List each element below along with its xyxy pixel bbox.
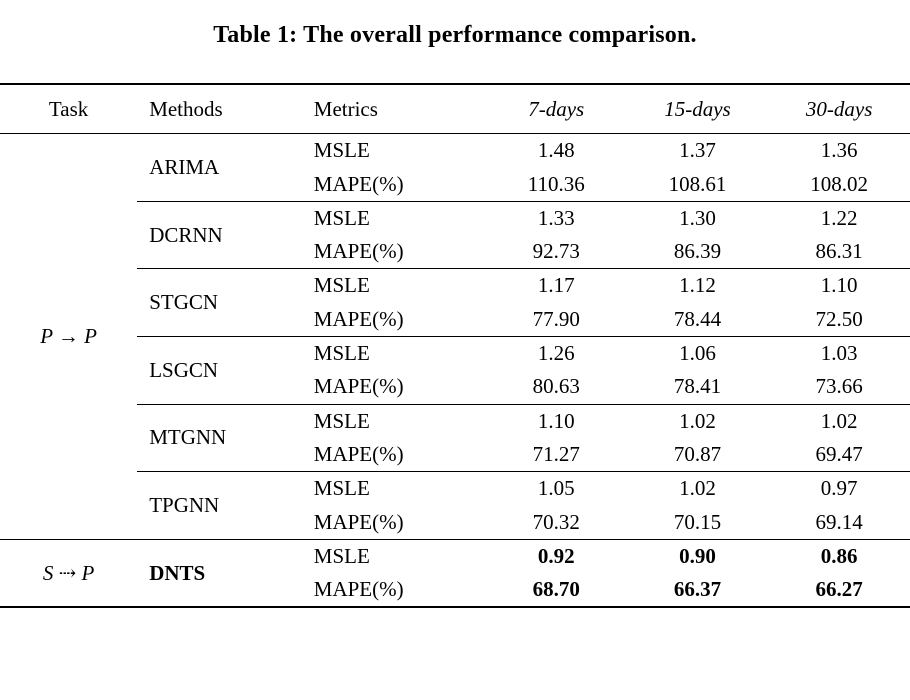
cell-value: 86.31	[815, 239, 863, 264]
table-row: P → P ARIMA MSLE 1.48 1.37 1.36	[0, 134, 910, 348]
header-7days: 7-days	[485, 84, 627, 135]
cell-value: 70.87	[673, 441, 722, 466]
cell-metric-label: MSLE	[301, 538, 486, 574]
cell-value: 70.32	[532, 509, 580, 534]
cell-value: 1.02	[626, 403, 769, 438]
table-body: P → P ARIMA MSLE 1.48 1.37 1.36 MAPE(%) …	[0, 134, 910, 608]
table-row: LSGCN MSLE 1.26 1.06 1.03	[0, 336, 910, 405]
table-header: Task Methods Metrics 7-days 15-days 30-d…	[0, 84, 910, 135]
cell-metric-label: MAPE(%)	[313, 374, 404, 399]
table-row: TPGNN MSLE 1.05 1.02 0.97	[0, 471, 910, 540]
table-row: STGCN MSLE 1.17 1.12 1.10	[0, 268, 910, 337]
cell-value: 108.61	[668, 171, 727, 196]
cell-value: 1.30	[626, 200, 769, 236]
cell-method-lsgcn: LSGCN	[137, 336, 302, 405]
cell-value: 0.97	[768, 471, 910, 506]
cell-value: 71.27	[532, 441, 580, 466]
cell-value: 92.73	[532, 239, 580, 264]
cell-value: 1.06	[626, 336, 769, 371]
cell-value: 80.63	[532, 374, 580, 399]
table-row: MAPE(%) 68.70 66.37 66.27	[0, 573, 910, 607]
cell-method-tpgnn: TPGNN	[137, 471, 302, 540]
cell-value: 0.86	[768, 538, 910, 574]
header-row: Task Methods Metrics 7-days 15-days 30-d…	[0, 84, 910, 135]
cell-value: 1.33	[485, 200, 627, 236]
table-row: MAPE(%) 80.63 78.41 73.66	[0, 370, 910, 404]
cell-metric-label: MAPE(%)	[313, 577, 404, 602]
cell-method-dcrnn: DCRNN	[137, 200, 302, 269]
table-row: MAPE(%) 70.32 70.15 69.14	[0, 506, 910, 540]
cell-value: 1.10	[768, 268, 910, 303]
cell-task-sp: S ⇢ P	[0, 538, 138, 608]
table-caption: Table 1: The overall performance compari…	[213, 22, 697, 48]
table-row: MAPE(%) 71.27 70.87 69.47	[0, 438, 910, 472]
cell-method-dnts: DNTS	[137, 538, 302, 608]
cell-value: 72.50	[815, 306, 863, 331]
cell-value: 69.14	[815, 509, 863, 534]
table-row: MTGNN MSLE 1.10 1.02 1.02	[0, 403, 910, 472]
table-row: S ⇢ P DNTS MSLE 0.92 0.90 0.86	[0, 538, 910, 608]
performance-table: Task Methods Metrics 7-days 15-days 30-d…	[0, 83, 910, 609]
cell-metric-label: MAPE(%)	[313, 171, 404, 196]
header-task: Task	[0, 84, 138, 135]
paper-page: Table 1: The overall performance compari…	[0, 22, 910, 609]
cell-metric-label: MAPE(%)	[313, 441, 404, 466]
cell-task-pp: P → P	[40, 323, 97, 348]
cell-value: 1.02	[768, 403, 910, 438]
table-row: MAPE(%) 77.90 78.44 72.50	[0, 303, 910, 337]
cell-metric-label: MAPE(%)	[313, 306, 404, 331]
cell-value: 1.03	[768, 336, 910, 371]
cell-value: 1.26	[485, 336, 627, 371]
cell-value: 66.27	[815, 577, 863, 602]
cell-metric-label: MSLE	[313, 138, 370, 163]
header-methods: Methods	[137, 84, 302, 135]
cell-value: 1.22	[768, 200, 910, 236]
cell-metric-label: MSLE	[301, 471, 486, 506]
cell-value: 73.66	[815, 374, 863, 399]
cell-value: 69.47	[815, 441, 863, 466]
header-30days: 30-days	[768, 84, 910, 135]
cell-metric-label: MAPE(%)	[313, 509, 404, 534]
cell-metric-label: MSLE	[301, 403, 486, 438]
cell-metric-label: MAPE(%)	[313, 239, 404, 264]
cell-method-stgcn: STGCN	[137, 268, 302, 337]
cell-metric-label: MSLE	[301, 200, 486, 236]
cell-metric-label: MSLE	[301, 268, 486, 303]
table-row: MAPE(%) 92.73 86.39 86.31	[0, 235, 910, 269]
cell-method-arima: ARIMA	[149, 154, 220, 179]
cell-value: 0.90	[626, 538, 769, 574]
header-metrics: Metrics	[301, 84, 486, 135]
cell-value: 110.36	[527, 171, 585, 196]
cell-value: 1.36	[820, 138, 858, 163]
table-row: DCRNN MSLE 1.33 1.30 1.22	[0, 200, 910, 269]
cell-value: 86.39	[673, 239, 722, 264]
cell-method-mtgnn: MTGNN	[137, 403, 302, 472]
cell-value: 1.05	[485, 471, 627, 506]
cell-value: 77.90	[532, 306, 580, 331]
table-row: MAPE(%) 110.36 108.61 108.02	[0, 168, 910, 202]
cell-value: 108.02	[810, 171, 869, 196]
cell-value: 1.02	[626, 471, 769, 506]
cell-value: 70.15	[673, 509, 722, 534]
cell-value: 68.70	[532, 577, 580, 602]
cell-value: 1.10	[485, 403, 627, 438]
cell-value: 78.44	[673, 306, 722, 331]
cell-value: 1.37	[679, 138, 716, 163]
cell-value: 1.12	[626, 268, 769, 303]
cell-metric-label: MSLE	[301, 336, 486, 371]
header-15days: 15-days	[626, 84, 769, 135]
cell-value: 66.37	[673, 577, 722, 602]
cell-value: 78.41	[673, 374, 722, 399]
cell-value: 1.17	[485, 268, 627, 303]
cell-value: 1.48	[537, 138, 575, 163]
cell-value: 0.92	[485, 538, 627, 574]
